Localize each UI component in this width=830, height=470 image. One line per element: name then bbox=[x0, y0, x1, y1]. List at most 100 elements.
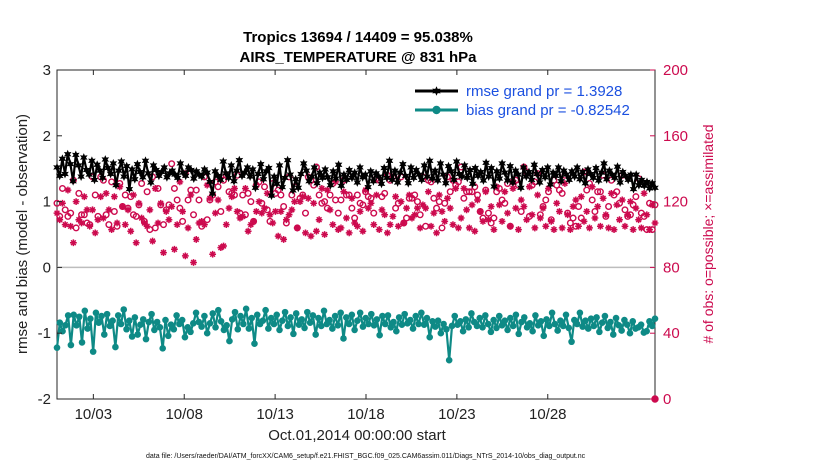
rmse-point bbox=[573, 163, 581, 172]
rmse-point bbox=[179, 168, 187, 177]
bias-point bbox=[237, 312, 244, 320]
assimilated-obs-point bbox=[569, 203, 577, 210]
possible-obs-point bbox=[446, 188, 454, 196]
bias-point bbox=[520, 314, 528, 321]
rmse-point bbox=[106, 169, 115, 179]
rmse-point bbox=[501, 168, 509, 177]
bias-point bbox=[387, 323, 395, 331]
rmse-point bbox=[181, 171, 190, 181]
rmse-point bbox=[176, 159, 185, 168]
bias-point bbox=[145, 318, 153, 326]
bias-point bbox=[87, 315, 94, 323]
bias-point bbox=[379, 312, 386, 320]
assimilated-obs-point bbox=[556, 208, 563, 215]
possible-obs-point bbox=[596, 188, 604, 196]
rmse-point bbox=[474, 171, 482, 181]
assimilated-obs-point bbox=[539, 204, 547, 212]
rmse-point bbox=[562, 170, 571, 179]
assimilated-obs-point bbox=[460, 185, 468, 192]
possible-obs-point bbox=[632, 193, 640, 201]
rmse-point bbox=[533, 169, 541, 179]
assimilated-obs-point bbox=[255, 198, 263, 205]
assimilated-obs-point bbox=[252, 208, 260, 215]
assimilated-obs-point bbox=[397, 198, 405, 205]
rmse-point bbox=[552, 171, 560, 181]
rmse-point bbox=[254, 169, 262, 179]
assimilated-obs-point bbox=[414, 204, 421, 212]
assimilated-obs-point bbox=[247, 221, 255, 229]
rmse-point bbox=[436, 159, 445, 168]
rmse-point bbox=[80, 153, 88, 162]
assimilated-obs-point bbox=[135, 199, 143, 207]
bias-point bbox=[434, 317, 442, 324]
line-series-layer bbox=[53, 149, 659, 364]
assimilated-obs-point bbox=[201, 221, 208, 229]
bias-point bbox=[306, 319, 314, 326]
bias-point bbox=[418, 309, 425, 317]
rmse-point bbox=[53, 163, 61, 172]
bias-point bbox=[601, 312, 609, 320]
bias-point bbox=[142, 335, 150, 343]
chart-title-line2: AIRS_TEMPERATURE @ 831 hPa bbox=[240, 49, 478, 66]
assimilated-obs-point bbox=[140, 219, 148, 227]
rmse-point bbox=[128, 165, 136, 174]
assimilated-obs-point bbox=[646, 226, 653, 233]
rmse-point bbox=[632, 170, 640, 179]
bias-point bbox=[487, 328, 495, 336]
rmse-point bbox=[206, 177, 214, 187]
y-tick-label: -1 bbox=[38, 325, 51, 342]
assimilated-obs-point bbox=[296, 198, 304, 205]
assimilated-obs-point bbox=[89, 206, 96, 214]
bias-point bbox=[159, 345, 166, 352]
assimilated-obs-point bbox=[72, 198, 80, 205]
bias-point bbox=[443, 325, 450, 333]
rmse-point bbox=[412, 165, 421, 175]
rmse-point bbox=[452, 157, 461, 166]
rmse-point bbox=[584, 165, 592, 174]
bias-point bbox=[281, 308, 289, 316]
bias-point bbox=[406, 316, 414, 324]
assimilated-obs-point bbox=[577, 193, 585, 201]
assimilated-obs-point bbox=[228, 193, 236, 201]
assimilated-obs-point bbox=[318, 185, 326, 192]
rmse-point bbox=[58, 154, 67, 164]
assimilated-obs-point bbox=[624, 211, 632, 219]
bias-point bbox=[131, 314, 139, 321]
bias-point bbox=[253, 311, 261, 319]
rmse-point bbox=[82, 165, 91, 175]
bias-point bbox=[457, 318, 464, 325]
rmse-point bbox=[101, 155, 110, 164]
bias-point bbox=[251, 340, 258, 348]
rmse-point bbox=[144, 168, 152, 178]
bias-point bbox=[598, 319, 606, 326]
bias-point bbox=[623, 321, 631, 328]
assimilated-obs-point bbox=[119, 203, 126, 210]
rmse-point bbox=[498, 159, 506, 168]
rmse-point bbox=[415, 170, 423, 179]
x-tick-label: 10/18 bbox=[347, 406, 385, 423]
rmse-point bbox=[527, 175, 536, 185]
bias-point bbox=[548, 309, 556, 317]
x-axis-label: Oct.01,2014 00:00:00 start bbox=[268, 427, 446, 444]
rmse-point bbox=[509, 178, 517, 187]
rmse-point bbox=[602, 174, 611, 184]
bias-point bbox=[512, 311, 520, 319]
assimilated-obs-point bbox=[394, 222, 402, 230]
assimilated-obs-point bbox=[239, 213, 247, 220]
rmse-point bbox=[267, 191, 276, 201]
y2-tick-label: 0 bbox=[663, 391, 671, 408]
assimilated-obs-point bbox=[474, 196, 481, 204]
rmse-point bbox=[313, 178, 321, 188]
rmse-point bbox=[350, 168, 359, 177]
bias-point bbox=[576, 309, 584, 317]
assimilated-obs-point bbox=[302, 229, 309, 237]
rmse-point bbox=[409, 173, 418, 183]
bias-point bbox=[290, 330, 297, 338]
assimilated-obs-point bbox=[550, 226, 558, 233]
bias-point bbox=[240, 320, 247, 328]
rmse-point bbox=[55, 171, 64, 181]
rmse-point bbox=[155, 171, 163, 181]
possible-obs-point bbox=[78, 211, 86, 219]
assimilated-obs-point bbox=[263, 189, 271, 197]
assimilated-obs-point bbox=[124, 206, 132, 214]
